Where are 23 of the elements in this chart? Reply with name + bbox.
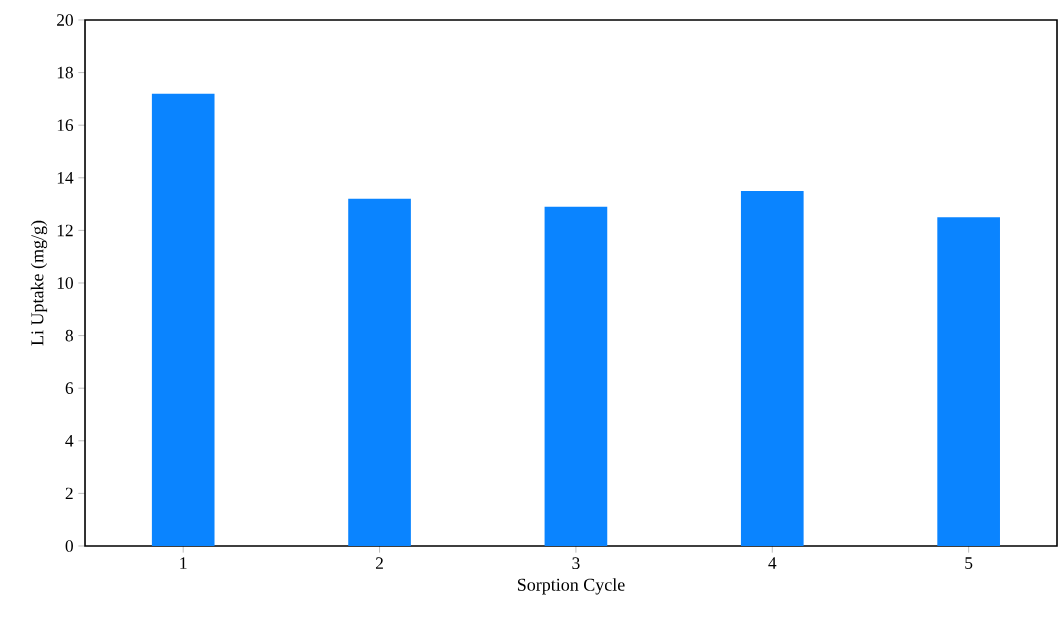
y-tick-label: 12: [57, 224, 73, 237]
y-tick-label: 18: [57, 66, 73, 79]
x-tick-label: 5: [965, 557, 973, 569]
bar: [544, 206, 608, 546]
x-tick-label: 1: [180, 557, 187, 569]
y-axis-title: Li Uptake (mg/g): [30, 220, 48, 346]
x-axis-title: Sorption Cycle: [517, 578, 625, 595]
bar: [151, 93, 215, 546]
y-tick-label: 0: [65, 540, 73, 552]
bar: [937, 217, 1000, 546]
y-tick-label: 6: [65, 382, 74, 395]
y-tick-label: 4: [65, 435, 74, 447]
y-tick-label: 8: [65, 329, 73, 342]
x-tick-label: 4: [768, 557, 777, 569]
y-tick-label: 10: [57, 277, 73, 289]
y-tick-label: 14: [57, 172, 74, 184]
x-tick-label: 2: [375, 557, 383, 569]
y-tick-label: 2: [65, 487, 73, 500]
y-tick-label: 16: [57, 119, 74, 132]
y-tick-label: 20: [57, 14, 73, 26]
bar: [348, 198, 411, 546]
x-tick-label: 3: [572, 557, 580, 570]
bar: [740, 190, 804, 546]
